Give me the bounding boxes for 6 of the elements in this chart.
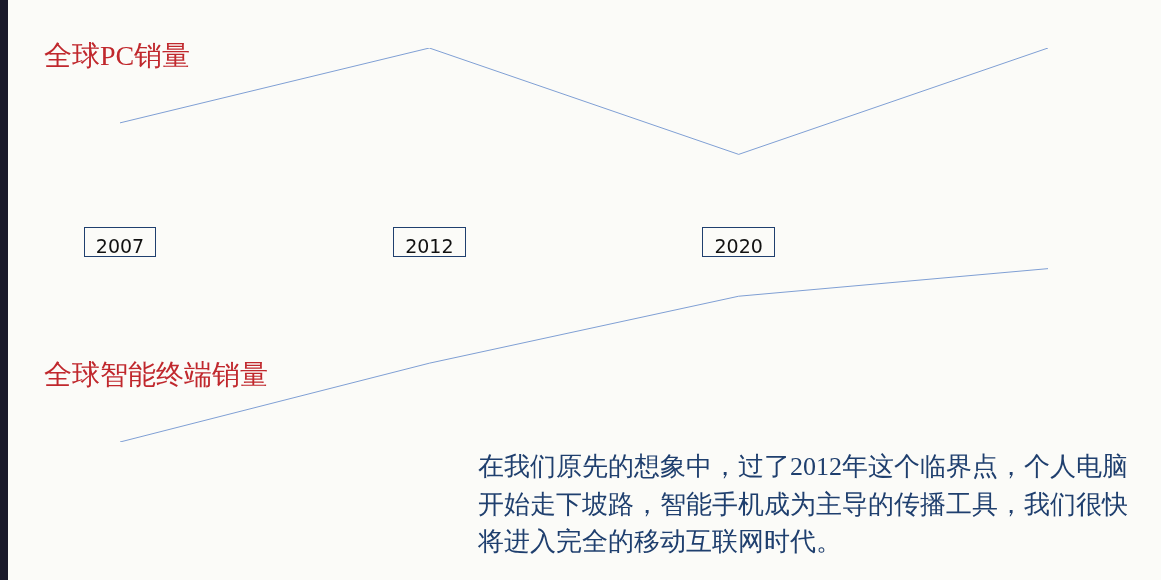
x-tick-label: 2007 — [95, 234, 145, 257]
x-tick-label: 2020 — [714, 234, 763, 257]
series-label: 全球智能终端销量 — [44, 359, 268, 391]
text: 在我们原先的想象中，过了2012年这个临界点，个人电脑开始走下坡路，智能手机成为主导的传播工具，我们很快将进入完全的移动互联网时代。 — [478, 451, 1129, 559]
x-tick-label: 2012 — [405, 234, 454, 257]
series-label: 全球PC销量 — [44, 40, 191, 72]
